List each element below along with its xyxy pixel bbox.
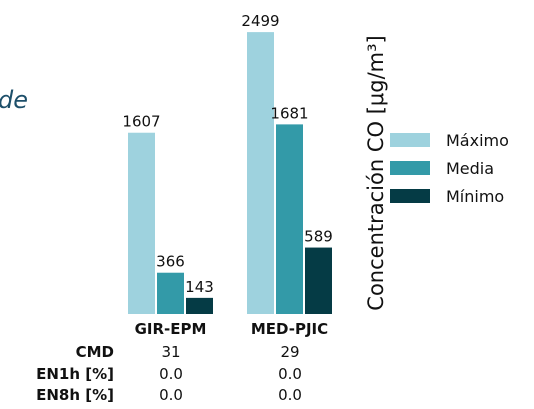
- category-labels-group: GIR-EPM MED-PJIC: [135, 320, 329, 338]
- legend-swatch-media: [390, 161, 430, 175]
- value-label: 1681: [270, 104, 308, 122]
- legend: Máximo Media Mínimo: [390, 126, 509, 210]
- bar-med-pjic-maximo: [247, 32, 274, 315]
- value-label: 2499: [241, 12, 279, 30]
- legend-label-minimo: Mínimo: [446, 186, 505, 206]
- stats-label: CMD: [75, 343, 114, 361]
- y-axis-label: Concentración CO [μg/m³]: [364, 35, 388, 310]
- legend-swatch-minimo: [390, 189, 430, 203]
- stats-label: EN1h [%]: [36, 365, 114, 383]
- stats-value: 29: [280, 343, 300, 361]
- stats-value: 0.0: [159, 386, 183, 404]
- bars-group: [128, 32, 332, 315]
- bar-gir-epm-maximo: [128, 132, 155, 314]
- category-label-med-pjic: MED-PJIC: [251, 320, 328, 338]
- category-label-gir-epm: GIR-EPM: [135, 320, 207, 338]
- partial-text: de: [0, 86, 28, 114]
- legend-item-media: Media: [390, 154, 509, 182]
- stats-value: 31: [161, 343, 181, 361]
- legend-label-maximo: Máximo: [446, 130, 509, 150]
- value-label: 143: [185, 278, 214, 296]
- legend-item-maximo: Máximo: [390, 126, 509, 154]
- value-label: 589: [304, 228, 333, 246]
- legend-item-minimo: Mínimo: [390, 182, 509, 210]
- bar-gir-epm-media: [157, 272, 184, 314]
- stats-row-en1h: EN1h [%] 0.0 0.0: [0, 365, 400, 385]
- stats-value: 0.0: [278, 365, 302, 383]
- bar-gir-epm-minimo: [186, 297, 213, 314]
- stats-row-en8h: EN8h [%] 0.0 0.0: [0, 386, 400, 406]
- value-label: 1607: [122, 113, 160, 131]
- stats-label: EN8h [%]: [36, 386, 114, 404]
- legend-swatch-maximo: [390, 133, 430, 147]
- bar-med-pjic-media: [276, 124, 303, 314]
- value-label: 366: [156, 253, 185, 271]
- stats-value: 0.0: [159, 365, 183, 383]
- legend-label-media: Media: [446, 158, 495, 178]
- stats-row-cmd: CMD 31 29: [0, 343, 400, 363]
- stats-value: 0.0: [278, 386, 302, 404]
- bar-med-pjic-minimo: [305, 247, 332, 314]
